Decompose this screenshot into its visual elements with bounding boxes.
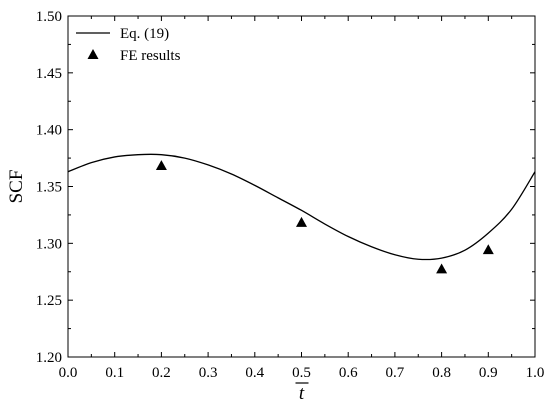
x-tick-label: 1.0 (526, 365, 545, 381)
y-tick-label: 1.40 (36, 123, 62, 139)
series-layer (67, 153, 536, 274)
x-tick-label: 0.2 (152, 365, 171, 381)
x-tick-label: 0.3 (199, 365, 218, 381)
y-axis-label: SCF (6, 170, 27, 204)
x-tick-label: 0.8 (432, 365, 451, 381)
fe-result-marker (296, 216, 307, 227)
eq19-curve (67, 153, 536, 261)
legend-triangle-swatch (87, 49, 99, 59)
y-tick-label: 1.50 (36, 9, 62, 25)
y-tick-label: 1.35 (36, 180, 62, 196)
x-tick-label: 0.1 (105, 365, 124, 381)
plot-frame (67, 15, 536, 358)
y-tick-label: 1.20 (36, 350, 62, 366)
legend-label: FE results (120, 48, 181, 64)
y-tick-label: 1.25 (36, 293, 62, 309)
x-tick-label: 0.0 (59, 365, 78, 381)
x-tick-label: 0.6 (339, 365, 358, 381)
legend-label: Eq. (19) (120, 26, 169, 42)
y-tick-label: 1.30 (36, 236, 62, 252)
x-tick-label: 0.7 (386, 365, 405, 381)
x-axis-label-group: t (295, 382, 309, 404)
x-tick-label: 0.9 (479, 365, 498, 381)
x-tick-label: 0.4 (245, 365, 264, 381)
x-axis-ticks: 0.0 0.1 0.2 0.3 0.4 0.5 0.6 0.7 0.8 0.9 1.0 (59, 16, 545, 381)
fe-result-marker (436, 263, 448, 274)
x-tick-label: 0.5 (292, 365, 311, 381)
fe-result-marker (155, 160, 167, 170)
fe-result-marker (482, 244, 494, 255)
y-tick-label: 1.45 (36, 66, 62, 82)
x-axis-label: t (299, 383, 305, 404)
y-axis-ticks: 1.20 1.25 1.30 1.35 1.40 1.45 1.50 (36, 9, 535, 366)
legend: Eq. (19) FE results (76, 26, 181, 64)
